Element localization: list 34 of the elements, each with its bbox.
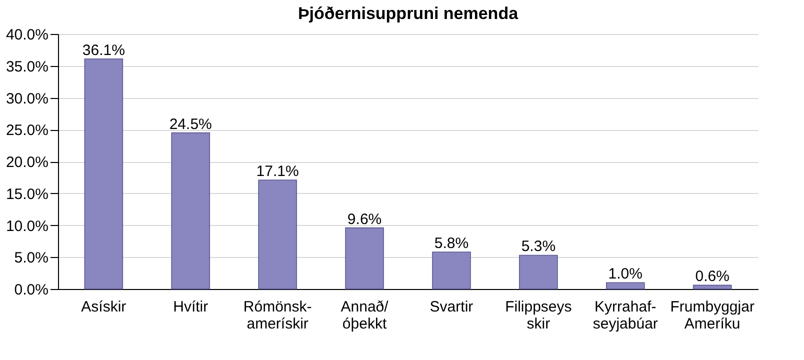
y-tick-label: 20.0% — [6, 154, 48, 171]
data-label: 5.8% — [434, 235, 469, 252]
bar — [519, 254, 558, 290]
y-tick-label: 5.0% — [14, 250, 48, 267]
x-tick-label: Frumbyggjar Ameríku — [670, 298, 754, 332]
bar — [258, 180, 297, 290]
x-tick-label: Svartir — [430, 298, 474, 316]
y-tick-label: 30.0% — [6, 90, 48, 108]
data-label: 0.6% — [695, 268, 730, 286]
data-label: 24.5% — [169, 116, 212, 133]
bar — [84, 58, 124, 290]
data-label: 9.6% — [347, 210, 382, 228]
bar — [606, 282, 645, 290]
bar — [432, 252, 471, 290]
y-tick-label: 35.0% — [6, 58, 48, 76]
bar — [171, 132, 210, 290]
x-tick-label: Hvítir — [173, 298, 208, 316]
x-tick-label: Kyrrahaf- seyjabúar — [592, 298, 658, 332]
data-label: 5.3% — [521, 238, 556, 256]
y-tick-label: 25.0% — [6, 122, 48, 140]
bar — [692, 284, 732, 290]
x-tick-label: Rómönsk- amerískir — [243, 298, 312, 332]
y-tick-label: 0.0% — [14, 282, 48, 298]
chart-title: Þjóðernisuppruni nemenda — [298, 4, 519, 23]
y-tick-label: 10.0% — [6, 218, 48, 235]
y-tick-label: 15.0% — [6, 186, 48, 203]
data-label: 1.0% — [608, 266, 642, 283]
data-label: 17.1% — [256, 162, 299, 180]
bar — [345, 227, 384, 290]
x-tick-label: Annað/ óþekkt — [340, 298, 390, 332]
x-tick-label: Filippseys skir — [505, 298, 572, 332]
y-tick-label: 40.0% — [6, 26, 48, 44]
data-label: 36.1% — [82, 42, 125, 59]
x-tick-label: Asískir — [81, 298, 126, 316]
